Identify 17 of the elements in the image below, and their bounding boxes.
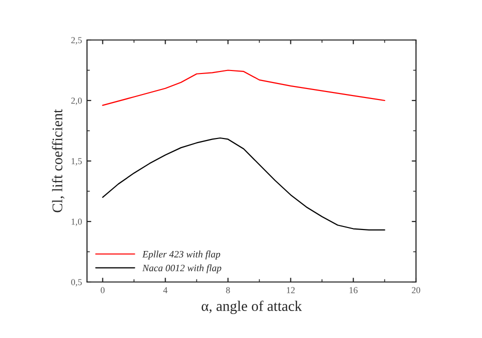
- y-tick-label: 2,0: [71, 98, 82, 106]
- x-tick-label: 8: [226, 287, 230, 294]
- y-axis-title: Cl, lift coefficient: [52, 109, 64, 212]
- line-series: [102, 137, 386, 231]
- x-tick-label: 0: [100, 287, 105, 294]
- x-tick-label: 16: [350, 287, 358, 294]
- legend-label: Epller 423 with flap: [142, 250, 220, 260]
- y-tick-label: 1,5: [72, 158, 82, 166]
- x-tick-label: 4: [163, 287, 168, 294]
- y-tick-label: 1,0: [72, 218, 82, 226]
- line-series: [102, 70, 386, 106]
- y-tick-label: 2,5: [71, 37, 82, 45]
- x-tick-label: 20: [412, 287, 420, 294]
- x-axis-title: α, angle of attack: [202, 300, 302, 314]
- y-tick-label: 0,5: [71, 279, 82, 287]
- x-tick-label: 12: [286, 287, 295, 294]
- legend-label: Naca 0012 with flap: [142, 264, 222, 274]
